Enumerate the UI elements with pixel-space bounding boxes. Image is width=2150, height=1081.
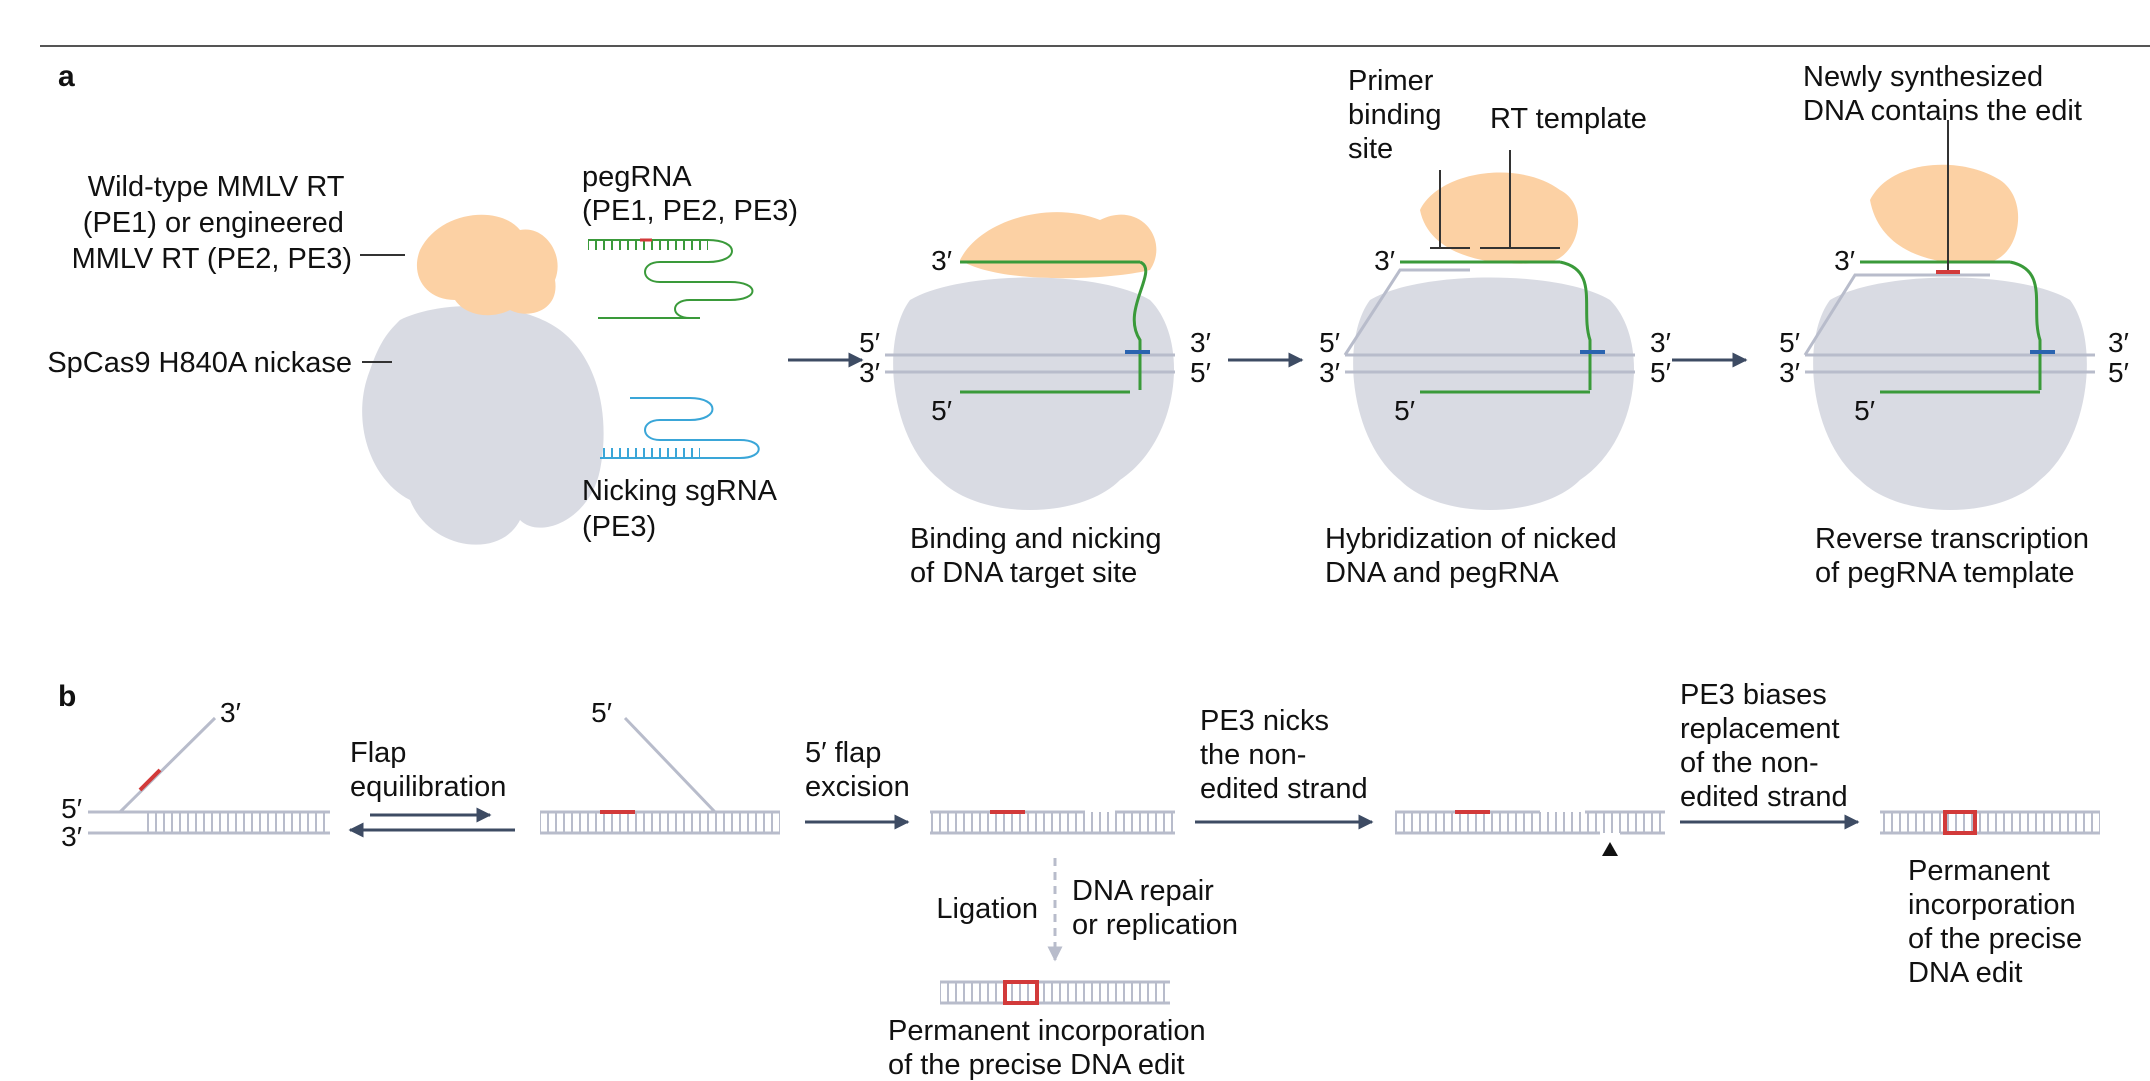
b-dna-5 — [1880, 810, 2100, 835]
step1-3prime-pegrna: 3′ — [931, 245, 952, 276]
step3-3prime-bottom: 3′ — [1779, 357, 1800, 388]
rt-blob-shape — [416, 214, 558, 316]
b1-5prime: 5′ — [61, 793, 82, 824]
b-dna-4 — [1395, 810, 1665, 856]
pe3-nicks-label: PE3 nicks the non- edited strand — [1200, 705, 1368, 805]
cas9-label: SpCas9 H840A nickase — [47, 347, 352, 379]
permanent-right-label: Permanent incorporation of the precise D… — [1908, 855, 2090, 989]
step2-5prime-right: 5′ — [1650, 357, 1671, 388]
pe3-biases-label: PE3 biases replacement of the non- edite… — [1680, 679, 1848, 813]
cas9-blob-shape — [362, 306, 604, 545]
pegrna-structure — [588, 238, 754, 319]
b1-3prime-flap: 3′ — [220, 697, 241, 728]
step2-3prime-right: 3′ — [1650, 327, 1671, 358]
step2-3prime-pegrna: 3′ — [1374, 245, 1395, 276]
b1-3prime: 3′ — [61, 821, 82, 852]
newly-synthesized-label: Newly synthesized DNA contains the edit — [1803, 61, 2082, 127]
step1-caption: Binding and nicking of DNA target site — [910, 523, 1170, 589]
step2-caption: Hybridization of nicked DNA and pegRNA — [1325, 523, 1625, 589]
b-dna-2 — [540, 716, 780, 835]
rt-template-label: RT template — [1490, 103, 1647, 135]
step2-3prime-bottom: 3′ — [1319, 357, 1340, 388]
rt-label: Wild-type MMLV RT (PE1) or engineered MM… — [72, 171, 352, 275]
ligation-label: Ligation — [936, 893, 1038, 925]
step3-complex — [1803, 164, 2095, 510]
panel-a-label: a — [58, 60, 75, 93]
step2-complex — [1343, 172, 1635, 510]
panel-b-label: b — [58, 680, 76, 713]
permanent-bottom-label: Permanent incorporation of the precise D… — [888, 1015, 1214, 1081]
step3-5prime-right: 5′ — [2108, 357, 2129, 388]
b-dna-1 — [88, 716, 330, 835]
step2-leaders — [1430, 150, 1560, 249]
step1-3prime-bottom: 3′ — [859, 357, 880, 388]
b-dna-6 — [940, 980, 1170, 1005]
flap-equilibration-label: Flap equilibration — [350, 737, 506, 803]
pegrna-label: pegRNA (PE1, PE2, PE3) — [582, 161, 798, 227]
nicking-sgrna-label: Nicking sgRNA (PE3) — [582, 475, 783, 543]
b-dna-3 — [930, 810, 1175, 835]
nicking-sgrna-structure — [600, 397, 760, 459]
step3-3prime-pegrna: 3′ — [1834, 245, 1855, 276]
pbs-label: Primer binding site — [1348, 65, 1450, 165]
step3-5prime-pegrna: 5′ — [1854, 395, 1875, 426]
flap-excision-label: 5′ flap excision — [805, 737, 910, 803]
step3-3prime-right: 3′ — [2108, 327, 2129, 358]
step2-5prime-top: 5′ — [1319, 327, 1340, 358]
b2-5prime-flap: 5′ — [591, 697, 612, 728]
step1-5prime-top: 5′ — [859, 327, 880, 358]
step1-complex — [885, 212, 1175, 510]
step3-5prime-top: 5′ — [1779, 327, 1800, 358]
step3-caption: Reverse transcription of pegRNA template — [1815, 523, 2097, 589]
step1-5prime-pegrna: 5′ — [931, 395, 952, 426]
step1-3prime-right: 3′ — [1190, 327, 1211, 358]
step2-5prime-pegrna: 5′ — [1394, 395, 1415, 426]
repair-label: DNA repair or replication — [1072, 875, 1238, 941]
step1-5prime-right: 5′ — [1190, 357, 1211, 388]
cas9-rt-complex — [362, 214, 604, 545]
